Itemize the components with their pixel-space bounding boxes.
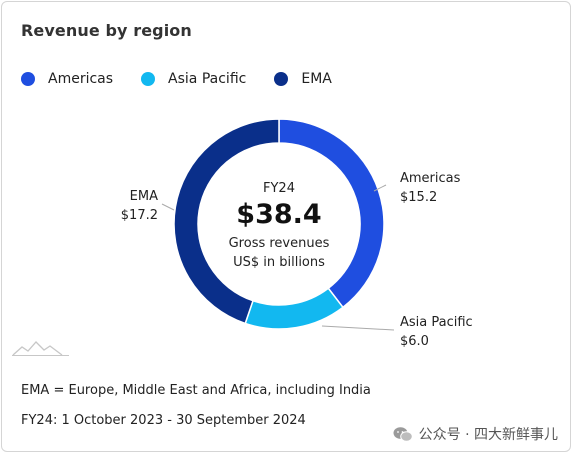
slice-label-asia-pacific: Asia Pacific: [400, 315, 473, 330]
legend-label-asia-pacific: Asia Pacific: [168, 71, 247, 87]
slice-label-ema: EMA: [130, 189, 158, 204]
legend-item-asia-pacific[interactable]: Asia Pacific: [141, 71, 246, 87]
leader-line-americas: [373, 184, 387, 192]
legend-swatch-asia-pacific: [141, 72, 156, 86]
donut-slice-ema[interactable]: [173, 118, 280, 325]
center-caption-line2: US$ in billions: [233, 255, 325, 270]
slice-value-americas: $15.2: [400, 190, 437, 205]
mountain-logo-icon: [12, 341, 69, 356]
watermark: 公众号 · 四大新鲜事儿: [393, 424, 558, 444]
legend-item-ema[interactable]: EMA: [274, 71, 332, 87]
footnote-fiscal-year: FY24: 1 October 2023 - 30 September 2024: [21, 413, 306, 428]
slice-value-ema: $17.2: [121, 208, 158, 223]
legend-swatch-americas: [21, 72, 35, 86]
center-caption-line1: Gross revenues: [229, 236, 330, 251]
chart-legend: Americas Asia Pacific EMA: [21, 71, 360, 87]
footnote-ema-definition: EMA = Europe, Middle East and Africa, in…: [21, 383, 371, 398]
legend-swatch-ema: [274, 72, 289, 86]
slice-value-asia-pacific: $6.0: [400, 334, 429, 349]
chart-title: Revenue by region: [21, 21, 192, 40]
wechat-icon: [393, 426, 413, 442]
slice-label-americas: Americas: [400, 171, 461, 186]
legend-label-americas: Americas: [48, 71, 114, 87]
legend-label-ema: EMA: [301, 71, 332, 87]
center-total-value: $38.4: [236, 199, 321, 230]
donut-chart: Americas $15.2 Asia Pacific $6.0 EMA $17.2 FY…: [121, 118, 473, 349]
leader-line-ema: [161, 203, 175, 211]
donut-slice-asia-pacific[interactable]: [244, 287, 344, 330]
leader-line-asia-pacific: [321, 325, 395, 331]
legend-item-americas[interactable]: Americas: [21, 71, 113, 87]
center-fiscal-year: FY24: [263, 181, 295, 196]
watermark-text: 公众号 · 四大新鲜事儿: [418, 427, 558, 443]
